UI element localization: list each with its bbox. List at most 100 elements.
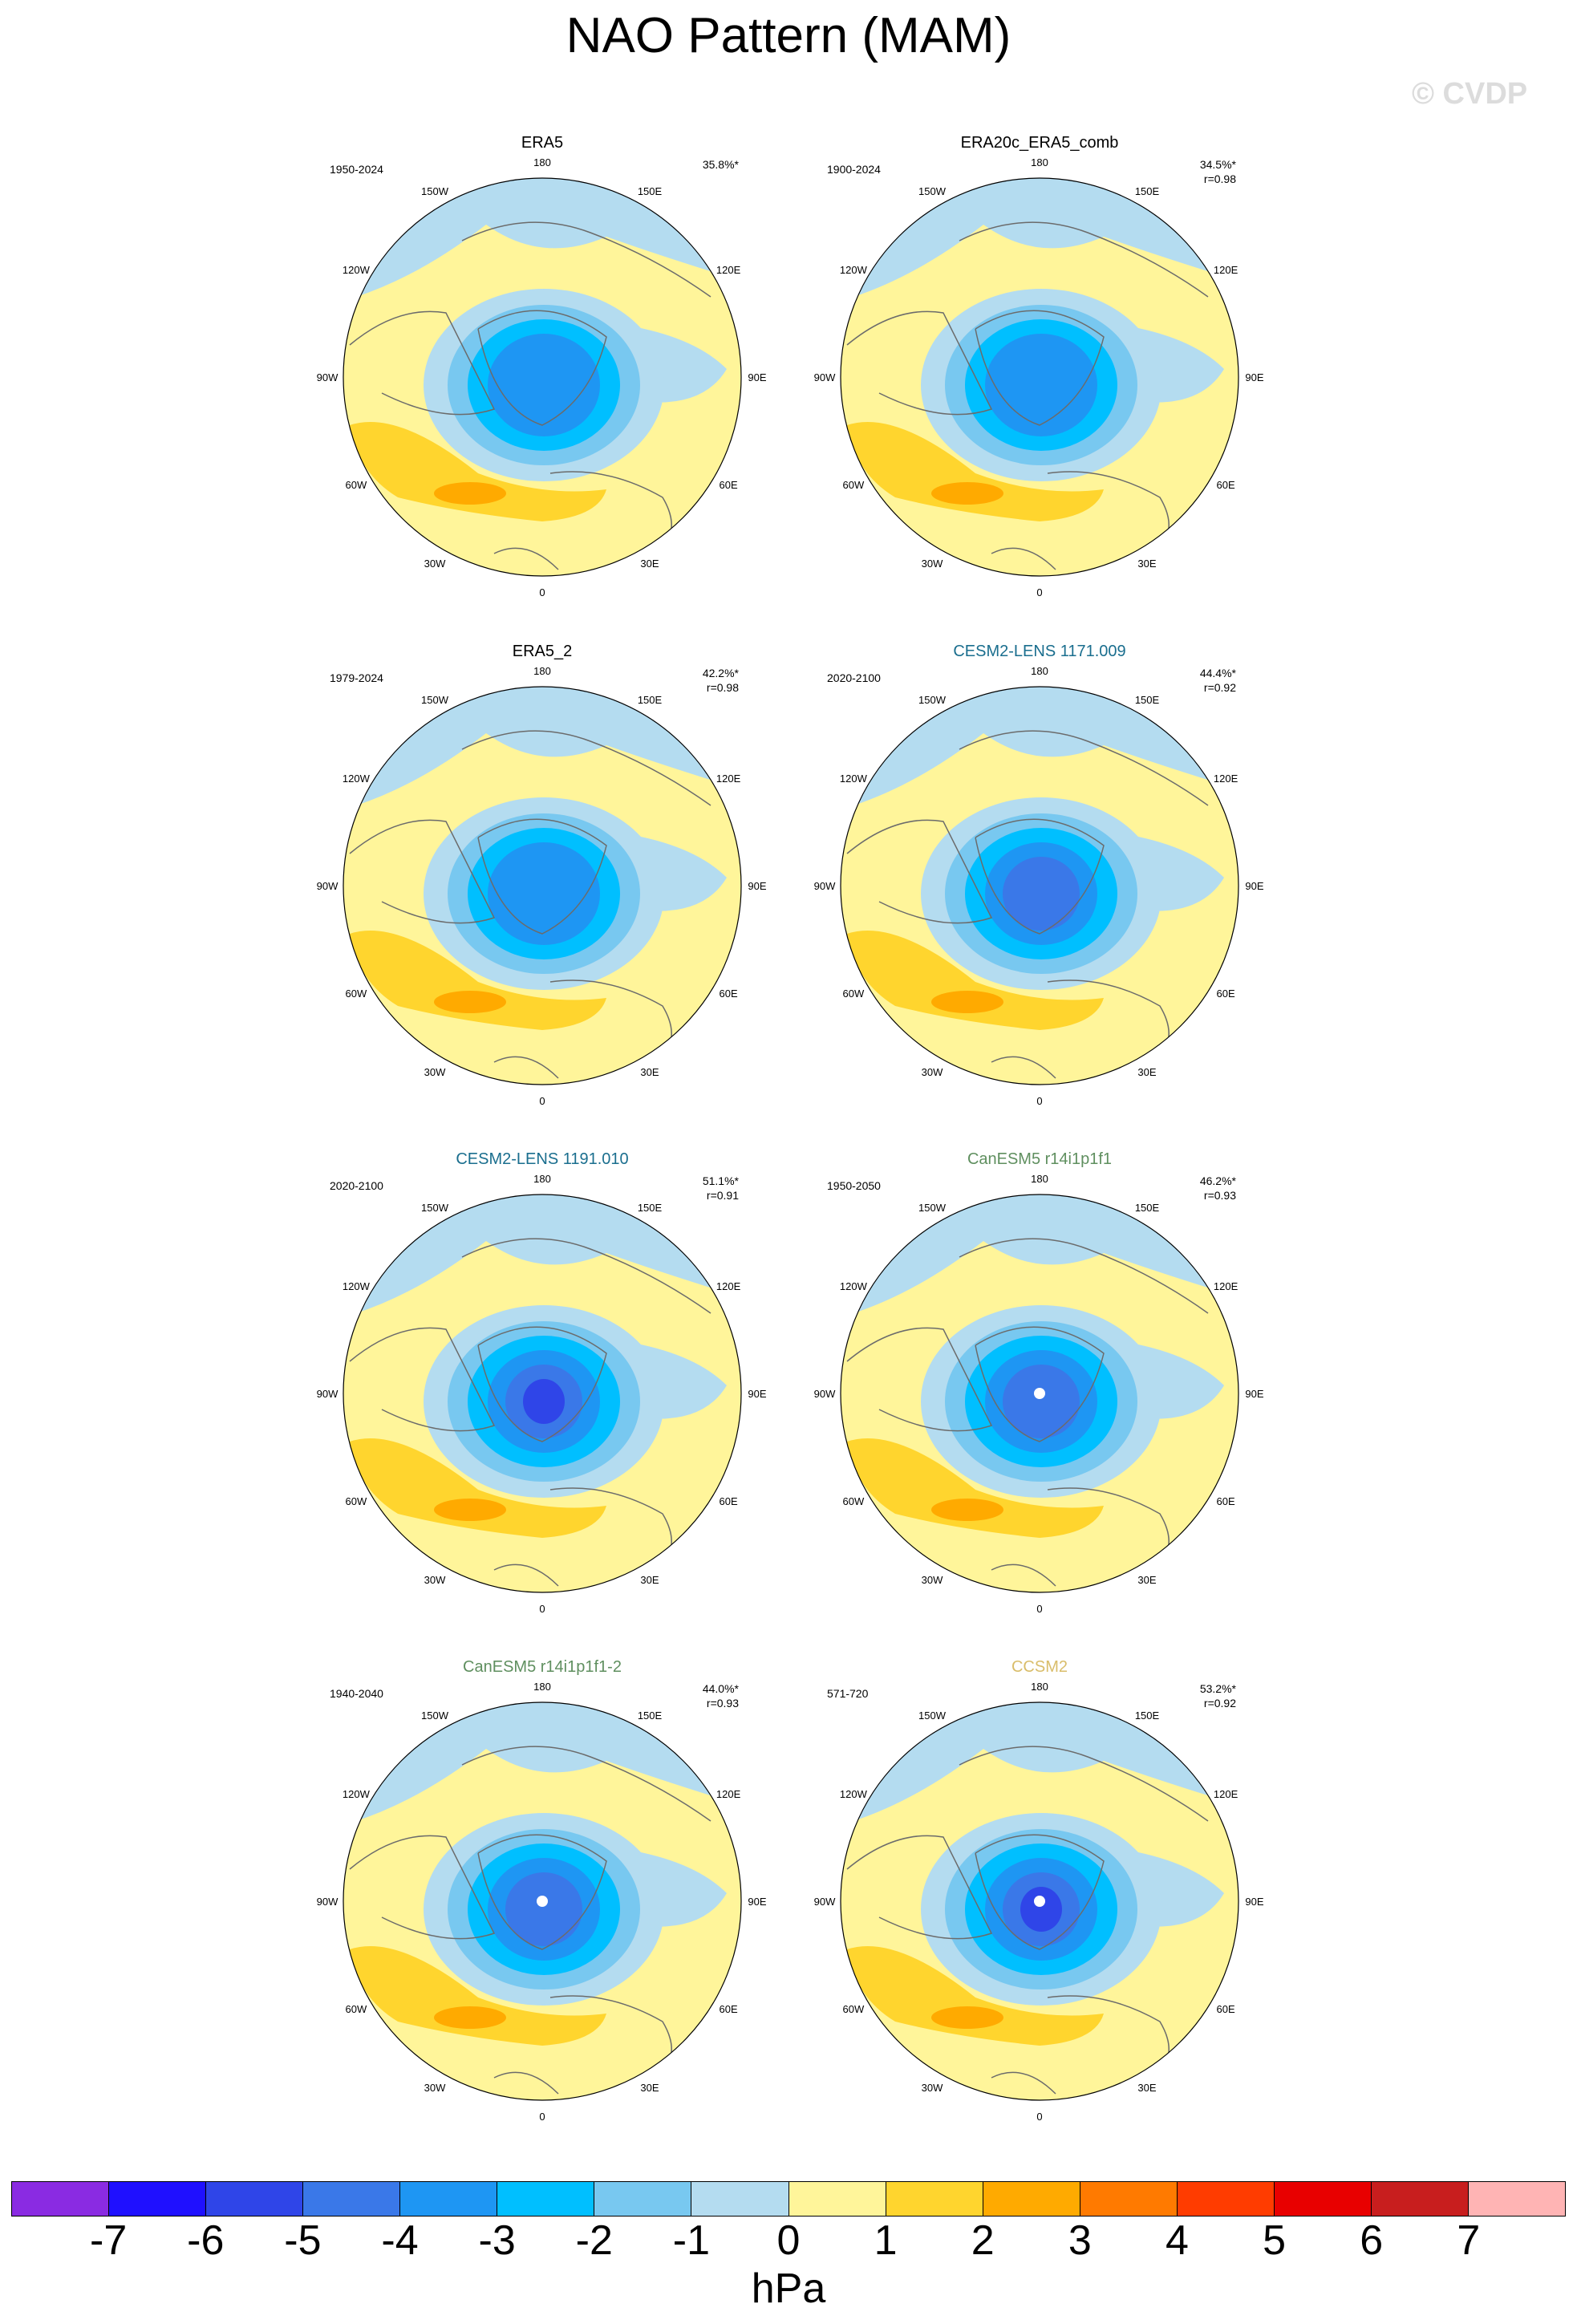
colorbar-tick-label: -1 — [672, 2217, 710, 2264]
longitude-label: 30E — [640, 2082, 659, 2094]
longitude-label: 150W — [918, 1710, 947, 1722]
longitude-label: 90E — [1245, 371, 1263, 383]
longitude-label: 90E — [748, 1896, 766, 1908]
longitude-label: 60E — [1217, 2003, 1235, 2015]
colorbar-tick-label: 6 — [1360, 2217, 1384, 2264]
atlantic-positive-region — [350, 422, 606, 521]
longitude-label: 150E — [1135, 185, 1160, 197]
coastlines — [846, 730, 1209, 1079]
longitude-label: 120E — [716, 264, 741, 276]
longitude-label: 60E — [720, 988, 738, 1000]
pacific-negative-region — [343, 178, 741, 301]
map-panels: ERA5 1950-2024 35.8%* 180 0 90W 90E 150W 120W 150… — [317, 134, 1264, 2123]
longitude-label: 30W — [922, 1574, 943, 1586]
panel-explained-variance: 53.2%* — [1200, 1682, 1237, 1695]
panel-correlation: r=0.92 — [1204, 681, 1236, 694]
longitude-label: 150E — [638, 185, 663, 197]
longitude-label: 0 — [1036, 1603, 1042, 1615]
pacific-negative-region — [343, 687, 741, 809]
longitude-label: 0 — [539, 1603, 545, 1615]
colorbar-box — [594, 2182, 692, 2216]
arctic-negative-contour — [505, 1872, 582, 1946]
panel-title: ERA5_2 — [513, 643, 573, 660]
pacific-negative-region — [343, 1702, 741, 1825]
longitude-label: 30W — [922, 1066, 943, 1078]
longitude-label: 60W — [346, 1495, 367, 1507]
colorbar-box — [1274, 2182, 1372, 2216]
panel-title: CESM2-LENS 1171.009 — [953, 643, 1125, 660]
colorbar-box — [1080, 2182, 1178, 2216]
longitude-label: 90W — [814, 1388, 836, 1400]
longitude-label: 120W — [840, 1788, 868, 1800]
colorbar-tick-label: -5 — [284, 2217, 322, 2264]
arctic-negative-contour — [1003, 1365, 1080, 1438]
map-panel: CESM2-LENS 1171.009 2020-2100 44.4%* r=0.92… — [814, 643, 1264, 1107]
atlantic-positive-region — [350, 931, 606, 1030]
longitude-label: 60W — [843, 1495, 865, 1507]
atlantic-positive-core — [931, 482, 1003, 505]
longitude-label: 90W — [317, 1388, 339, 1400]
colorbar — [11, 2181, 1566, 2217]
longitude-label: 60W — [843, 2003, 865, 2015]
longitude-label: 180 — [1031, 1681, 1048, 1693]
panel-years: 1950-2024 — [330, 163, 383, 176]
longitude-label: 0 — [1036, 586, 1042, 598]
longitude-label: 60W — [843, 988, 865, 1000]
longitude-label: 0 — [539, 1095, 545, 1107]
longitude-label: 150E — [1135, 1710, 1160, 1722]
longitude-label: 90E — [748, 371, 766, 383]
longitude-label: 150E — [638, 694, 663, 706]
arctic-negative-contour — [1003, 857, 1080, 931]
longitude-label: 30W — [424, 1066, 446, 1078]
atlantic-positive-core — [931, 1499, 1003, 1521]
colorbar-box — [1371, 2182, 1469, 2216]
panel-years: 571-720 — [827, 1687, 869, 1700]
longitude-label: 120W — [343, 1280, 371, 1292]
atlantic-positive-region — [847, 422, 1104, 521]
longitude-label: 150E — [638, 1710, 663, 1722]
panel-years: 1979-2024 — [330, 671, 383, 684]
longitude-label: 180 — [1031, 156, 1048, 168]
longitude-label: 120E — [716, 1280, 741, 1292]
arctic-negative-contour — [985, 334, 1097, 436]
coastlines — [349, 1238, 711, 1587]
longitude-label: 120W — [343, 264, 371, 276]
longitude-label: 150E — [1135, 694, 1160, 706]
atlantic-positive-region — [847, 931, 1104, 1030]
longitude-label: 120E — [1214, 1280, 1238, 1292]
colorbar-box — [109, 2182, 207, 2216]
map-border — [840, 686, 1239, 1085]
longitude-label: 150W — [421, 694, 449, 706]
map-panel: CCSM2 571-720 53.2%* r=0.92 180 0 90W 90E 150W 12… — [814, 1658, 1264, 2123]
longitude-label: 150W — [918, 694, 947, 706]
colorbar-unit: hPa — [751, 2265, 826, 2312]
longitude-label: 60W — [346, 479, 367, 491]
north-pole-marker — [1034, 1896, 1045, 1907]
longitude-label: 0 — [539, 2111, 545, 2123]
longitude-label: 60E — [1217, 988, 1235, 1000]
panel-years: 1900-2024 — [827, 163, 881, 176]
map-panel: CanESM5 r14i1p1f1 1950-2050 46.2%* r=0.93 18… — [814, 1150, 1264, 1615]
colorbar-box — [983, 2182, 1080, 2216]
longitude-label: 0 — [1036, 2111, 1042, 2123]
longitude-label: 90W — [317, 880, 339, 892]
longitude-label: 150W — [421, 1202, 449, 1214]
atlantic-positive-region — [350, 1438, 606, 1538]
longitude-label: 180 — [533, 1173, 551, 1185]
longitude-label: 60W — [843, 479, 865, 491]
colorbar-tick-label: -2 — [575, 2217, 613, 2264]
atlantic-positive-core — [931, 2006, 1003, 2029]
longitude-label: 30W — [922, 558, 943, 570]
panel-title: CanESM5 r14i1p1f1-2 — [463, 1658, 622, 1676]
longitude-label: 90E — [1245, 1896, 1263, 1908]
longitude-label: 30W — [424, 2082, 446, 2094]
longitude-label: 60E — [1217, 1495, 1235, 1507]
map-panel: ERA20c_ERA5_comb 1900-2024 34.5%*r=0.98 180… — [814, 134, 1264, 598]
longitude-label: 180 — [533, 665, 551, 677]
panel-years: 2020-2100 — [330, 1179, 383, 1192]
longitude-label: 120E — [1214, 1788, 1238, 1800]
longitude-label: 90W — [317, 1896, 339, 1908]
longitude-label: 0 — [539, 586, 545, 598]
longitude-label: 90E — [748, 880, 766, 892]
colorbar-box — [303, 2182, 401, 2216]
